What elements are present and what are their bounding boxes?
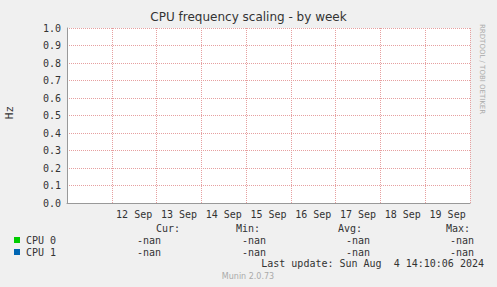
svg-text:-nan: -nan	[137, 235, 161, 246]
svg-text:0.9: 0.9	[43, 40, 61, 51]
svg-text:0.6: 0.6	[43, 93, 61, 104]
svg-text:14 Sep: 14 Sep	[206, 209, 242, 220]
svg-text:17 Sep: 17 Sep	[340, 209, 376, 220]
svg-text:Hz: Hz	[3, 106, 16, 119]
svg-text:12 Sep: 12 Sep	[116, 209, 152, 220]
svg-text:RRDTOOL / TOBI OETIKER: RRDTOOL / TOBI OETIKER	[478, 24, 486, 114]
svg-text:19 Sep: 19 Sep	[430, 209, 466, 220]
svg-text:Last update: Sun Aug 4 14:10:: Last update: Sun Aug 4 14:10:06 2024	[261, 258, 484, 269]
svg-text:-nan: -nan	[346, 235, 370, 246]
svg-text:0.5: 0.5	[43, 110, 61, 121]
svg-text:0.2: 0.2	[43, 163, 61, 174]
svg-text:13 Sep: 13 Sep	[161, 209, 197, 220]
svg-text:CPU frequency scaling - by wee: CPU frequency scaling - by week	[150, 10, 346, 24]
svg-text:15 Sep: 15 Sep	[250, 209, 286, 220]
svg-text:Munin 2.0.73: Munin 2.0.73	[222, 272, 274, 281]
svg-text:0.3: 0.3	[43, 145, 61, 156]
svg-text:Cur:: Cur:	[156, 223, 180, 234]
svg-text:0.0: 0.0	[43, 198, 61, 209]
svg-text:0.8: 0.8	[43, 58, 61, 69]
svg-text:-nan: -nan	[346, 247, 370, 258]
svg-text:-nan: -nan	[242, 235, 266, 246]
svg-text:-nan: -nan	[450, 235, 474, 246]
svg-text:-nan: -nan	[137, 247, 161, 258]
svg-text:0.7: 0.7	[43, 75, 61, 86]
svg-text:18 Sep: 18 Sep	[385, 209, 421, 220]
svg-text:CPU 0: CPU 0	[26, 235, 56, 246]
svg-text:0.1: 0.1	[43, 180, 61, 191]
svg-text:16 Sep: 16 Sep	[295, 209, 331, 220]
svg-text:CPU 1: CPU 1	[26, 247, 56, 258]
svg-text:-nan: -nan	[450, 247, 474, 258]
svg-text:-nan: -nan	[242, 247, 266, 258]
svg-text:Avg:: Avg:	[338, 223, 362, 234]
svg-text:Min:: Min:	[236, 223, 260, 234]
svg-text:Max:: Max:	[446, 223, 470, 234]
svg-text:0.4: 0.4	[43, 128, 61, 139]
svg-text:1.0: 1.0	[43, 23, 61, 34]
